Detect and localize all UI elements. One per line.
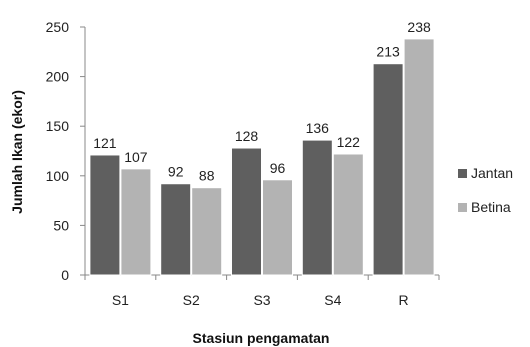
- x-axis-title: Stasiun pengamatan: [193, 330, 330, 346]
- bar-betina-s4: [332, 153, 364, 276]
- bar-betina-s2: [191, 187, 223, 276]
- y-tick-label: 200: [46, 69, 70, 85]
- y-tick-label: 100: [46, 168, 70, 184]
- y-tick-label: 0: [61, 267, 69, 283]
- bar-jantan-s2: [160, 183, 192, 276]
- bar-jantan-r: [372, 63, 404, 276]
- y-tick-label: 250: [46, 19, 70, 35]
- bar-jantan-s1: [89, 154, 121, 276]
- data-label-betina-s3: 96: [270, 160, 286, 176]
- bar-jantan-s3: [231, 147, 262, 276]
- x-tick-label: S1: [112, 292, 129, 308]
- data-label-jantan-s1: 121: [93, 135, 117, 151]
- bar-betina-s3: [262, 179, 293, 276]
- bar-betina-s1: [120, 168, 152, 276]
- data-label-betina-r: 238: [407, 19, 431, 35]
- legend: Jantan Betina: [458, 165, 513, 215]
- data-label-jantan-s4: 136: [306, 120, 330, 136]
- legend-swatch-jantan: [458, 169, 467, 178]
- legend-label-jantan: Jantan: [471, 165, 513, 181]
- x-tick-label: S2: [183, 292, 200, 308]
- y-tick-label: 50: [53, 217, 69, 233]
- legend-label-betina: Betina: [471, 199, 511, 215]
- data-label-betina-s1: 107: [124, 149, 148, 165]
- bar-jantan-s4: [301, 139, 333, 276]
- x-tick-label: S4: [324, 292, 341, 308]
- data-label-jantan-s2: 92: [168, 164, 184, 180]
- data-label-jantan-r: 213: [376, 44, 400, 60]
- x-tick-label: S3: [253, 292, 270, 308]
- data-label-betina-s4: 122: [337, 134, 361, 150]
- data-label-jantan-s3: 128: [235, 128, 259, 144]
- y-tick-label: 150: [46, 118, 70, 134]
- x-tick-label: R: [399, 292, 409, 308]
- plot-area: 0 50 100 150 200 250 121 107 S1 92 88 S2 128 96 S3 136 1…: [46, 19, 440, 308]
- data-label-betina-s2: 88: [199, 168, 215, 184]
- y-axis-title: Jumlah Ikan (ekor): [9, 90, 25, 214]
- legend-swatch-betina: [458, 203, 467, 212]
- bar-betina-r: [403, 38, 435, 276]
